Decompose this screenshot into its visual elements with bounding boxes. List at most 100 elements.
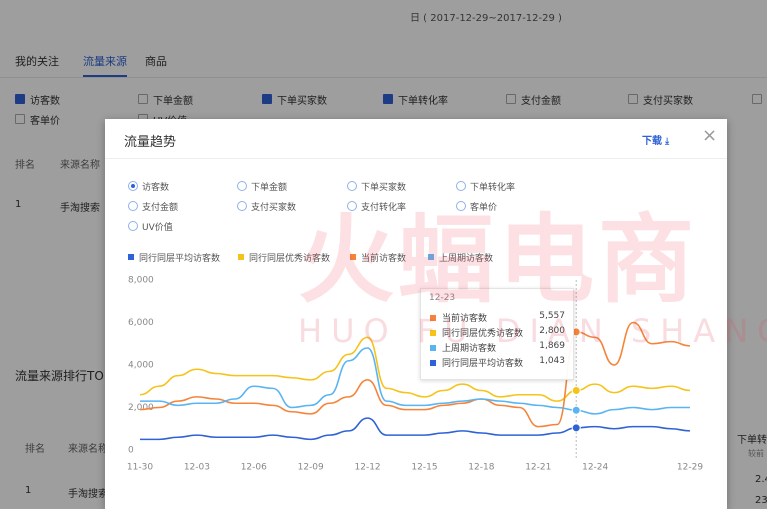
series-line (139, 336, 691, 402)
tooltip-swatch (430, 360, 436, 366)
legend-swatch (428, 254, 434, 260)
legend-label: 上周期访客数 (439, 254, 494, 264)
y-tick-label: 2,000 (128, 403, 154, 413)
radio-button[interactable] (347, 181, 357, 191)
legend-swatch (238, 254, 244, 260)
tooltip-name: 同行同层优秀访客数 (442, 329, 524, 339)
column-subheader: 较前 (748, 449, 764, 458)
tooltip-name: 同行同层平均访客数 (442, 359, 524, 369)
legend-swatch (128, 254, 134, 260)
table-cell: 1 (25, 485, 32, 496)
radio-label[interactable]: 下单买家数 (361, 183, 407, 193)
highlight-point (571, 386, 581, 395)
tooltip-value: 2,800 (539, 326, 565, 336)
radio-button[interactable] (456, 181, 466, 191)
radio-label[interactable]: 下单转化率 (470, 183, 516, 193)
modal: 流量趋势 下载 ⤓ × 0 2,000 4,000 6,000 8,000 11-30 12… (105, 119, 727, 509)
y-tick-label: 0 (128, 446, 134, 456)
y-tick-label: 6,000 (128, 318, 154, 328)
tab[interactable]: 流量来源 (83, 55, 127, 68)
download-link[interactable]: 下载 ⤓ (642, 136, 670, 147)
table-cell: 手淘搜索 (60, 203, 100, 214)
x-tick-label: 12-03 (184, 463, 210, 473)
table-cell: 2.4 (755, 474, 767, 485)
radio-button[interactable] (456, 201, 466, 211)
checkbox[interactable] (15, 94, 25, 104)
radio-button[interactable] (237, 201, 247, 211)
checkbox-label[interactable]: 访客数 (30, 96, 60, 107)
tab[interactable]: 商品 (145, 55, 167, 68)
table-header: 来源名称 (68, 444, 108, 455)
x-tick-label: 12-12 (355, 463, 381, 473)
highlight-point (571, 423, 581, 433)
section-title: 流量来源排行TO (15, 369, 104, 383)
checkbox[interactable] (15, 114, 25, 124)
series-line (140, 347, 690, 415)
x-tick-label: 12-18 (468, 463, 494, 473)
legend-label: 同行同层优秀访客数 (249, 254, 331, 264)
x-tick-label: 12-21 (525, 463, 551, 473)
checkbox[interactable] (138, 94, 148, 104)
legend-label: 当前访客数 (361, 254, 407, 264)
date-range[interactable]: 日 ( 2017-12-29~2017-12-29 ) (410, 13, 562, 24)
radio-label[interactable]: UV价值 (142, 223, 173, 233)
checkbox[interactable] (628, 94, 638, 104)
checkbox-label[interactable]: 下单金额 (153, 96, 193, 107)
table-header: 排名 (15, 160, 35, 171)
radio-button[interactable] (347, 201, 357, 211)
checkbox[interactable] (262, 94, 272, 104)
x-tick-label: 12-06 (241, 463, 267, 473)
tab-underline (83, 75, 127, 77)
table-cell: 手淘搜索 (68, 489, 108, 500)
column-header: 下单转化 (737, 435, 767, 446)
radio-label[interactable]: 支付买家数 (251, 203, 297, 213)
tooltip-name: 上周期访客数 (442, 344, 497, 354)
highlight-point (571, 405, 581, 415)
radio-button[interactable] (237, 181, 247, 191)
x-tick-label: 12-15 (411, 463, 437, 473)
radio-button[interactable] (128, 221, 138, 231)
radio-label[interactable]: 下单金额 (251, 183, 288, 193)
checkbox-label[interactable]: 支付买家数 (643, 96, 693, 107)
legend-swatch (350, 254, 356, 260)
tooltip: 12-23 当前访客数 5,557 同行同层优秀访客数 2,800 上周期访客数 1,86… (420, 288, 574, 380)
checkbox-label[interactable]: 下单买家数 (277, 96, 327, 107)
tooltip-value: 1,043 (539, 356, 565, 366)
checkbox[interactable] (506, 94, 516, 104)
y-tick-label: 8,000 (128, 276, 154, 286)
tooltip-name: 当前访客数 (442, 314, 488, 324)
checkbox[interactable] (383, 94, 393, 104)
radio-label[interactable]: 访客数 (142, 183, 170, 193)
checkbox[interactable] (752, 94, 762, 104)
x-tick-label: 12-29 (677, 463, 703, 473)
y-tick-label: 4,000 (128, 361, 154, 371)
tooltip-swatch (430, 330, 436, 336)
radio-label[interactable]: 客单价 (470, 203, 498, 213)
tooltip-value: 5,557 (539, 311, 565, 321)
close-button[interactable]: × (702, 125, 718, 146)
x-tick-label: 12-09 (298, 463, 324, 473)
checkbox-label[interactable]: 下单转化率 (398, 96, 448, 107)
radio-label[interactable]: 支付转化率 (361, 203, 407, 213)
table-header: 排名 (25, 444, 45, 455)
download-text[interactable]: 下载 (642, 136, 662, 147)
table-cell: 23.4 (755, 495, 767, 506)
radio-button[interactable] (128, 201, 138, 211)
checkbox-label[interactable]: 客单价 (30, 116, 60, 127)
radio-button[interactable] (128, 181, 138, 191)
tooltip-swatch (430, 345, 436, 351)
tab-divider (0, 77, 767, 78)
tooltip-value: 1,869 (539, 341, 565, 351)
table-header: 来源名称 (60, 160, 100, 171)
checkbox-label[interactable]: 支付金额 (521, 96, 561, 107)
x-tick-label: 11-30 (127, 463, 153, 473)
chart: 0 2,000 4,000 6,000 8,000 11-30 12-03 12-06 12-0… (127, 276, 703, 473)
tab[interactable]: 我的关注 (15, 55, 59, 68)
tooltip-swatch (430, 315, 436, 321)
tooltip-title: 12-23 (429, 293, 456, 303)
modal-title: 流量趋势 (124, 135, 177, 150)
series-line (139, 321, 691, 428)
modal-divider (105, 158, 727, 159)
radio-label[interactable]: 支付金额 (142, 203, 179, 213)
